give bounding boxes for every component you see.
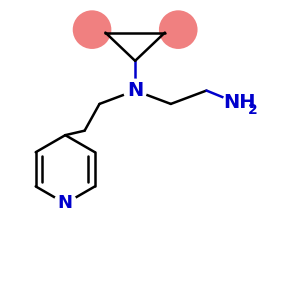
- Text: N: N: [127, 81, 143, 100]
- Text: 2: 2: [248, 103, 257, 117]
- Circle shape: [54, 192, 76, 215]
- Circle shape: [223, 88, 256, 120]
- Circle shape: [124, 79, 146, 102]
- Circle shape: [159, 10, 198, 49]
- Circle shape: [73, 10, 111, 49]
- Text: N: N: [58, 194, 73, 212]
- Text: NH: NH: [223, 93, 255, 112]
